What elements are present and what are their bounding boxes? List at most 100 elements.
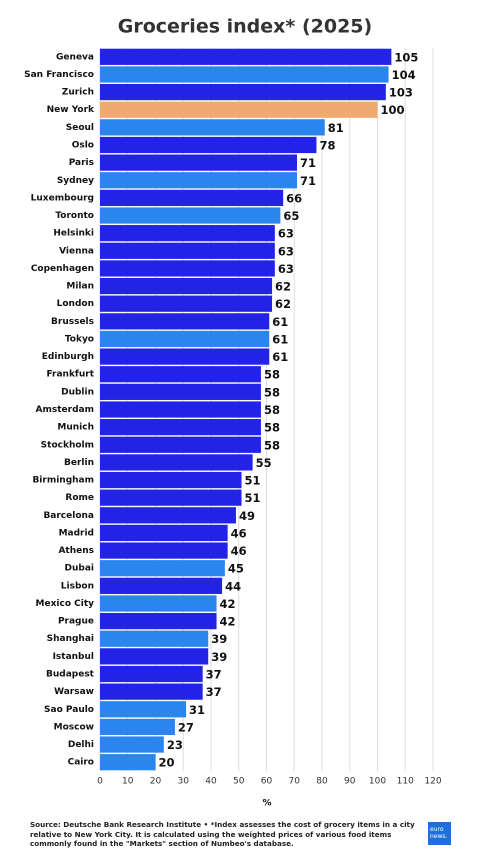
y-tick-label: Munich xyxy=(57,423,94,433)
bar xyxy=(100,66,389,83)
bar xyxy=(100,560,225,577)
value-label: 62 xyxy=(275,280,291,294)
y-tick-label: Athens xyxy=(58,546,94,556)
chart-title: Groceries index* (2025) xyxy=(118,16,372,38)
bar xyxy=(100,48,392,65)
x-tick-label: 80 xyxy=(316,777,328,787)
bar xyxy=(100,471,242,489)
value-label: 46 xyxy=(231,526,247,540)
bar xyxy=(100,401,261,418)
value-label: 61 xyxy=(272,350,288,364)
y-tick-label: Lisbon xyxy=(61,581,94,591)
y-tick-label: Moscow xyxy=(54,722,94,732)
bar xyxy=(100,313,270,330)
bar xyxy=(100,101,378,118)
value-label: 37 xyxy=(206,668,222,682)
y-tick-label: Dublin xyxy=(61,387,94,397)
y-tick-label: Barcelona xyxy=(43,511,94,521)
value-label: 65 xyxy=(283,209,299,223)
value-label: 44 xyxy=(225,579,241,593)
bar xyxy=(100,330,270,348)
bar xyxy=(100,419,261,436)
bar xyxy=(100,119,325,136)
x-axis-label: % xyxy=(262,799,271,809)
value-label: 81 xyxy=(328,121,344,135)
value-label: 20 xyxy=(159,756,175,770)
value-label: 61 xyxy=(272,332,288,346)
y-tick-label: Cairo xyxy=(68,758,94,768)
footer: Source: Deutsche Bank Research Institute… xyxy=(30,820,428,849)
y-tick-label: Toronto xyxy=(55,211,94,221)
y-tick-label: Warsaw xyxy=(54,687,94,697)
x-tick-label: 0 xyxy=(97,777,103,787)
value-label: 37 xyxy=(206,685,222,699)
y-tick-label: Vienna xyxy=(59,246,94,256)
y-tick-label: Birmingham xyxy=(32,476,94,486)
y-tick-label: Berlin xyxy=(64,458,94,468)
value-label: 39 xyxy=(211,632,227,646)
note: • *Index assesses the cost of grocery it… xyxy=(30,820,415,848)
bar xyxy=(100,454,253,471)
bar xyxy=(100,595,217,612)
y-tick-label: Madrid xyxy=(59,528,94,538)
value-label: 58 xyxy=(264,385,280,399)
bar xyxy=(100,754,156,771)
source: Source: Deutsche Bank Research Institute xyxy=(30,820,202,829)
bar xyxy=(100,295,273,312)
value-label: 63 xyxy=(278,244,294,258)
value-label: 55 xyxy=(256,456,272,470)
x-tick-label: 110 xyxy=(397,777,414,787)
y-tick-label: Zurich xyxy=(62,88,94,98)
x-tick-label: 40 xyxy=(205,777,217,787)
value-label: 71 xyxy=(300,174,316,188)
value-label: 42 xyxy=(220,597,236,611)
y-tick-label: Geneva xyxy=(56,52,94,62)
x-tick-label: 50 xyxy=(233,777,245,787)
y-tick-label: Delhi xyxy=(68,740,94,750)
value-label: 46 xyxy=(231,544,247,558)
value-label: 51 xyxy=(245,491,261,505)
bar xyxy=(100,225,275,242)
y-tick-label: Amsterdam xyxy=(36,405,94,415)
value-label: 104 xyxy=(392,68,416,82)
bar xyxy=(100,718,175,736)
y-tick-label: New York xyxy=(47,105,95,115)
y-tick-label: Milan xyxy=(66,282,94,292)
bar xyxy=(100,207,281,224)
bar xyxy=(100,507,236,524)
value-label: 39 xyxy=(211,650,227,664)
bar xyxy=(100,260,275,277)
bar xyxy=(100,383,261,400)
value-label: 49 xyxy=(239,509,255,523)
x-tick-label: 60 xyxy=(261,777,273,787)
y-tick-label: Oslo xyxy=(72,140,94,150)
x-tick-label: 10 xyxy=(122,777,134,787)
y-tick-label: Copenhagen xyxy=(31,264,94,274)
bar xyxy=(100,630,209,647)
bar xyxy=(100,348,270,365)
value-label: 42 xyxy=(220,615,236,629)
bar xyxy=(100,154,298,171)
value-label: 62 xyxy=(275,297,291,311)
bar xyxy=(100,189,284,207)
bar xyxy=(100,489,242,506)
y-tick-label: Helsinki xyxy=(53,229,94,239)
value-label: 61 xyxy=(272,315,288,329)
value-label: 27 xyxy=(178,720,194,734)
logo-text: news. xyxy=(430,833,448,840)
y-tick-label: Budapest xyxy=(46,670,95,680)
y-tick-label: Sydney xyxy=(57,176,94,186)
y-tick-label: Stockholm xyxy=(41,440,94,450)
value-label: 58 xyxy=(264,438,280,452)
value-label: 78 xyxy=(319,138,335,152)
value-label: 51 xyxy=(245,474,261,488)
y-tick-label: Tokyo xyxy=(65,334,94,344)
x-tick-label: 70 xyxy=(289,777,301,787)
x-tick-label: 90 xyxy=(344,777,356,787)
value-label: 100 xyxy=(381,103,405,117)
bar xyxy=(100,136,317,154)
bar xyxy=(100,542,228,559)
value-label: 58 xyxy=(264,421,280,435)
value-label: 66 xyxy=(286,191,302,205)
